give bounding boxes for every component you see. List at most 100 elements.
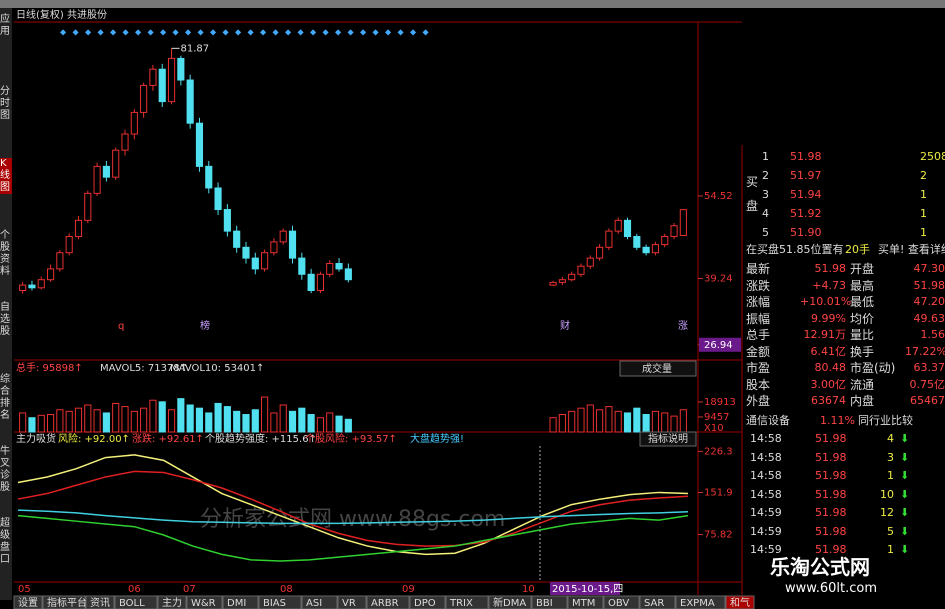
- tab[interactable]: [366, 595, 410, 609]
- button-label[interactable]: 成交量: [642, 362, 672, 375]
- tab-label[interactable]: ARBR: [371, 598, 399, 609]
- stat-value: 3.00亿: [810, 377, 847, 391]
- tab[interactable]: [725, 595, 755, 609]
- trade-time: 14:59: [750, 524, 782, 538]
- trade-volume: 3: [887, 450, 894, 464]
- volume-header: MAVOL5: 71378↑: [100, 363, 188, 374]
- candle-body: [288, 230, 297, 259]
- y-tick-label: 226.3: [704, 446, 733, 457]
- tab[interactable]: [445, 595, 489, 609]
- volume-bar: [316, 417, 325, 433]
- signal-dot: ◆: [348, 28, 355, 37]
- volume-bar: [577, 407, 585, 433]
- event-marker: 财: [560, 319, 570, 332]
- stat-label: 外盘: [746, 394, 771, 408]
- tab-label[interactable]: BIAS: [263, 598, 286, 609]
- tab-label[interactable]: DPO: [414, 598, 436, 609]
- tab-label[interactable]: OBV: [608, 598, 629, 609]
- tab[interactable]: [186, 595, 223, 609]
- candle-body: [335, 263, 343, 270]
- tab[interactable]: [258, 595, 302, 609]
- volume-bar: [214, 402, 222, 433]
- tab[interactable]: [114, 595, 158, 609]
- stat-value: 47.30: [913, 262, 945, 275]
- trade-volume: 12: [880, 506, 894, 519]
- tab[interactable]: [157, 595, 187, 609]
- tab-label[interactable]: W&R: [191, 598, 216, 609]
- tab-label[interactable]: ASI: [306, 598, 322, 609]
- button-label[interactable]: 指标说明: [648, 432, 688, 445]
- tab-label[interactable]: DMI: [227, 598, 246, 609]
- tab[interactable]: [42, 595, 86, 609]
- tab-label[interactable]: 资讯: [90, 597, 110, 609]
- stat-value: 12.91万: [803, 328, 847, 341]
- cursor-date: 2015-10-15,四: [552, 584, 623, 595]
- tab-label[interactable]: 主力: [162, 596, 182, 609]
- tab-label[interactable]: EXPMA: [680, 598, 715, 609]
- tab[interactable]: [603, 595, 640, 609]
- stat-label: 振幅: [746, 311, 771, 326]
- signal-dot: ◆: [223, 28, 230, 37]
- candle-body: [149, 68, 157, 86]
- x-tick-label: 10: [522, 584, 535, 595]
- bid-level: 4: [762, 207, 769, 220]
- tab[interactable]: [488, 595, 532, 609]
- candle-body: [614, 219, 622, 232]
- tab[interactable]: [301, 595, 338, 609]
- indicator-line: [17, 454, 689, 556]
- volume-bar: [28, 417, 36, 433]
- trade-volume: 10: [880, 487, 894, 501]
- tab-label[interactable]: VR: [342, 598, 356, 609]
- tab-label[interactable]: BOLL: [119, 598, 145, 609]
- candle-body: [661, 236, 669, 246]
- volume-bar: [167, 409, 176, 433]
- volume-bar: [335, 415, 343, 433]
- tab-label[interactable]: 新DMA: [493, 596, 526, 609]
- bid-level: 2: [762, 169, 769, 182]
- volume-bar: [670, 415, 678, 433]
- stat-value: 1.56: [920, 328, 945, 341]
- volume-bar: [344, 418, 352, 433]
- tab-label[interactable]: 设置: [18, 597, 38, 609]
- tab-label[interactable]: SAR: [644, 598, 664, 609]
- tab-label[interactable]: 指标平台: [47, 596, 87, 609]
- tab-label[interactable]: TRIX: [449, 598, 473, 609]
- button[interactable]: [619, 360, 697, 377]
- volume-bar: [642, 414, 650, 433]
- volume-bar: [251, 409, 259, 433]
- signal-dot: ◆: [423, 28, 430, 37]
- cursor-date-bg: [550, 582, 620, 595]
- trade-arrow: ⬇: [900, 524, 910, 538]
- tick-highlight: [699, 337, 741, 352]
- tab-label[interactable]: MTM: [572, 598, 595, 609]
- volume-bar: [270, 412, 278, 433]
- candle-body: [84, 192, 92, 221]
- candle-body: [279, 230, 287, 243]
- trade-price: 51.98: [815, 450, 847, 464]
- candle-body: [112, 149, 120, 178]
- tab[interactable]: [567, 595, 604, 609]
- bid-volume: 1: [920, 226, 927, 239]
- volume-bar: [605, 406, 613, 433]
- tab[interactable]: [409, 595, 446, 609]
- tab[interactable]: [531, 595, 568, 609]
- trade-time: 14:58: [750, 450, 782, 464]
- x-tick-label: 09: [402, 584, 415, 595]
- tab[interactable]: [222, 595, 259, 609]
- tab-label[interactable]: BBI: [536, 598, 553, 609]
- stat-label: 均价: [850, 311, 875, 326]
- tab-label[interactable]: 和气: [730, 596, 750, 609]
- candle-body: [316, 273, 325, 291]
- stat-label: 总手: [746, 328, 771, 342]
- tab[interactable]: [13, 595, 43, 609]
- button[interactable]: [639, 431, 697, 447]
- stat-label: 开盘: [850, 262, 875, 276]
- tab[interactable]: [639, 595, 676, 609]
- tab[interactable]: [85, 595, 115, 609]
- tab[interactable]: [675, 595, 726, 609]
- industry-button[interactable]: 同行业比较: [858, 414, 913, 427]
- bid-price: 51.92: [790, 207, 822, 220]
- stat-label: 市盈: [746, 361, 771, 375]
- tab[interactable]: [337, 595, 367, 609]
- stat-value: 9.99%: [811, 311, 846, 325]
